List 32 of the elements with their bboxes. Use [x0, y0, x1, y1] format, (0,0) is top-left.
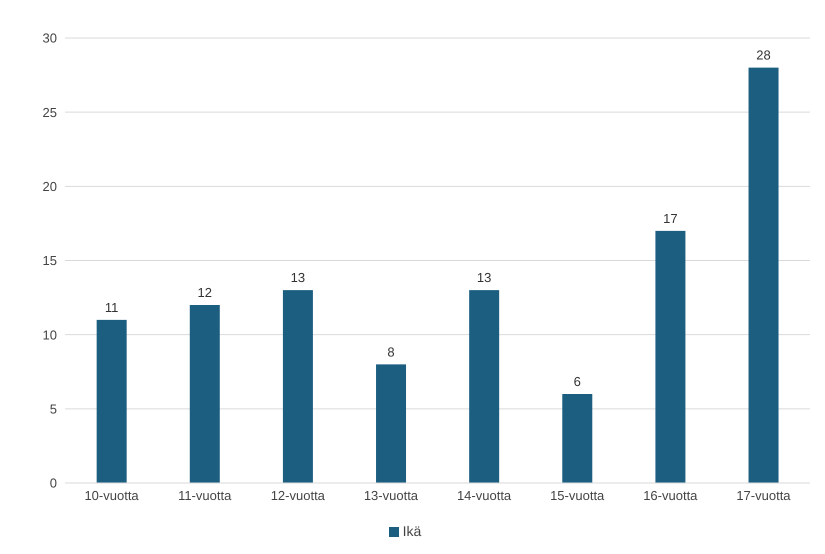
x-tick-label: 16-vuotta — [643, 488, 698, 504]
y-tick-label: 0 — [50, 476, 57, 491]
bar — [376, 364, 406, 483]
x-tick-label: 17-vuotta — [736, 488, 792, 504]
x-tick-label: 10-vuotta — [84, 488, 140, 504]
y-tick-label: 15 — [42, 253, 57, 268]
bar — [96, 320, 127, 483]
x-tick-label: 11-vuotta — [178, 488, 232, 504]
y-tick-label: 25 — [42, 104, 57, 120]
y-tick-label: 10 — [42, 327, 57, 342]
x-tick-label: 15-vuotta — [550, 488, 606, 504]
bar — [190, 305, 220, 483]
y-tick-label: 5 — [50, 401, 57, 416]
bar — [562, 394, 592, 483]
data-label: 11 — [104, 300, 118, 315]
legend-label: Ikä — [402, 523, 422, 539]
bar — [655, 230, 686, 483]
y-tick-label: 30 — [42, 30, 57, 46]
data-label: 17 — [663, 210, 678, 226]
x-tick-label: 12-vuotta — [270, 488, 326, 504]
data-label: 13 — [476, 270, 492, 286]
bar — [748, 68, 779, 483]
y-tick-label: 20 — [42, 178, 57, 194]
data-label: 8 — [387, 344, 395, 360]
data-label: 12 — [198, 285, 212, 300]
x-tick-label: 13-vuotta — [364, 488, 419, 504]
data-label: 28 — [756, 48, 771, 63]
data-label: 6 — [574, 374, 581, 389]
bar — [469, 290, 500, 483]
x-tick-label: 14-vuotta — [456, 488, 512, 504]
bar — [282, 290, 313, 483]
data-label: 13 — [290, 270, 306, 286]
